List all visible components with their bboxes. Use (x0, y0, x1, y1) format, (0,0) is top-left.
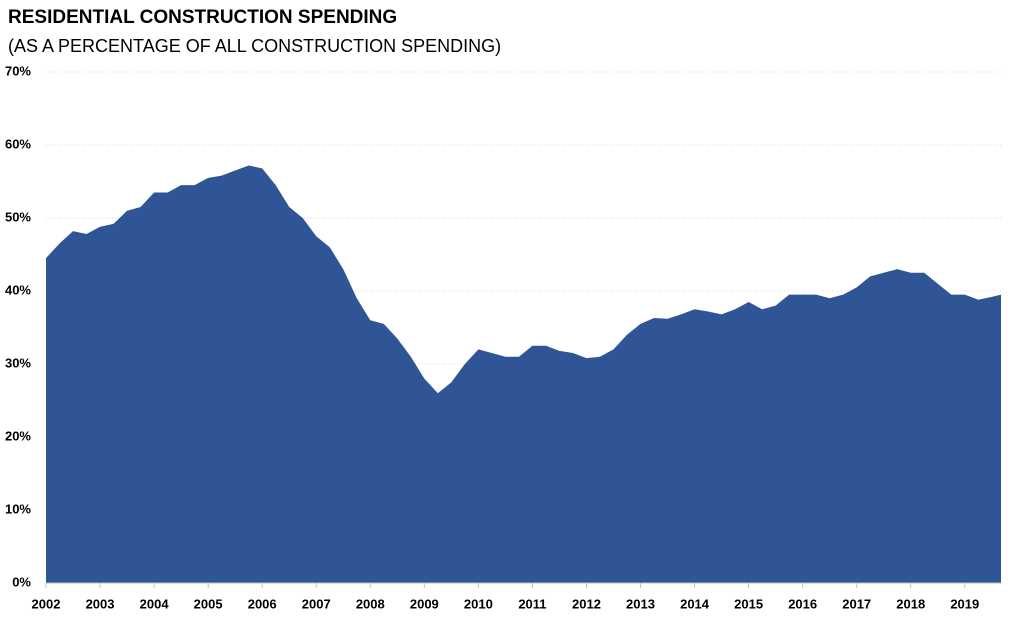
x-tick-label: 2011 (518, 596, 546, 611)
x-tick-label: 2017 (842, 596, 871, 611)
y-tick-label: 30% (5, 355, 31, 370)
y-tick-label: 20% (5, 428, 31, 443)
x-tick-label: 2003 (86, 596, 115, 611)
y-tick-label: 70% (5, 63, 31, 78)
x-tick-label: 2013 (626, 596, 655, 611)
x-tick-label: 2009 (410, 596, 439, 611)
x-tick-label: 2008 (356, 596, 385, 611)
x-tick-label: 2007 (302, 596, 331, 611)
x-tick-label: 2015 (734, 596, 763, 611)
y-tick-label: 40% (5, 282, 31, 297)
chart-subtitle: (AS A PERCENTAGE OF ALL CONSTRUCTION SPE… (8, 36, 501, 56)
x-tick-label: 2006 (248, 596, 277, 611)
x-tick-label: 2014 (680, 596, 710, 611)
x-tick-label: 2002 (32, 596, 61, 611)
x-tick-label: 2016 (788, 596, 817, 611)
x-tick-label: 2010 (464, 596, 493, 611)
y-tick-label: 10% (5, 501, 31, 516)
x-tick-label: 2005 (194, 596, 223, 611)
x-tick-label: 2018 (896, 596, 925, 611)
x-tick-label: 2019 (950, 596, 979, 611)
x-tick-label: 2004 (140, 596, 170, 611)
y-tick-label: 0% (12, 574, 31, 589)
y-tick-label: 50% (5, 209, 31, 224)
chart-title: RESIDENTIAL CONSTRUCTION SPENDING (8, 7, 397, 28)
x-tick-label: 2012 (572, 596, 601, 611)
y-tick-label: 60% (5, 136, 31, 151)
area (46, 165, 1001, 583)
